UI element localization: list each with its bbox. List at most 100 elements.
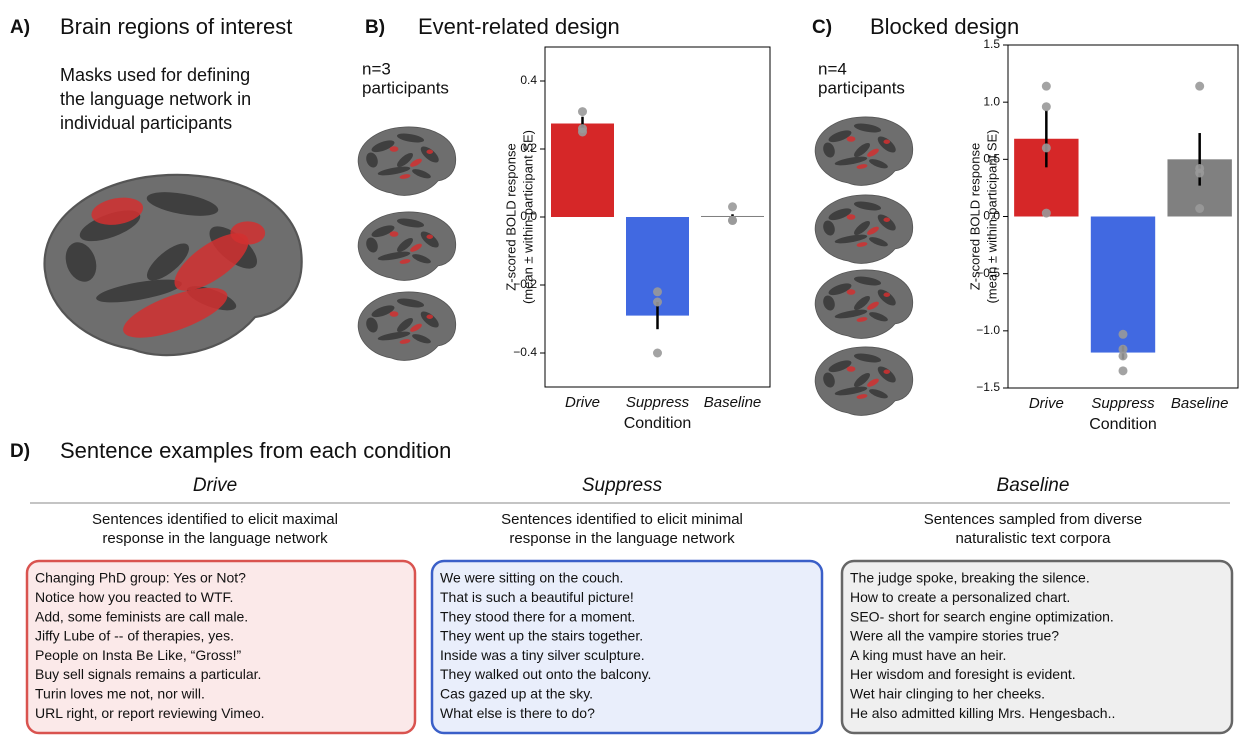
participant-point (1195, 204, 1204, 213)
caption: Masks used for defining (60, 65, 250, 85)
roi-region (847, 214, 856, 220)
participant-point (728, 202, 737, 211)
sentence: SEO- short for search engine optimizatio… (850, 608, 1114, 624)
panel-label: A) (10, 17, 30, 38)
participant-point (1042, 143, 1051, 152)
roi-region (426, 235, 433, 239)
sentence: Notice how you reacted to WTF. (35, 589, 233, 605)
sentence: They stood there for a moment. (440, 608, 635, 624)
panel-label: B) (365, 17, 385, 38)
participant-point (1119, 330, 1128, 339)
brain-image (358, 292, 456, 360)
participant-point (653, 298, 662, 307)
roi-region (847, 366, 856, 372)
participant-point (728, 216, 737, 225)
panel-title: Event-related design (418, 14, 620, 39)
roi-region (883, 140, 890, 144)
column-title: Baseline (997, 475, 1070, 496)
participant-point (653, 349, 662, 358)
participant-point (1119, 366, 1128, 375)
y-tick-label: 0.4 (520, 73, 537, 87)
sentence: URL right, or report reviewing Vimeo. (35, 705, 265, 721)
x-tick-label: Drive (1029, 395, 1064, 412)
column-description: Sentences identified to elicit minimal (501, 511, 743, 528)
sentence: Turin loves me not, nor will. (35, 686, 205, 702)
roi-region (230, 221, 265, 244)
y-axis-label: (mean ± within-participant SE) (520, 130, 535, 304)
y-tick-label: 1.0 (983, 94, 1000, 108)
sentence: Were all the vampire stories true? (850, 628, 1059, 644)
brain-image (45, 175, 302, 355)
y-tick-label: −0.4 (513, 345, 537, 359)
brain-image (358, 127, 456, 195)
sentence: They walked out onto the balcony. (440, 666, 651, 682)
x-axis-label: Condition (624, 415, 692, 432)
participant-point (653, 287, 662, 296)
column-description: Sentences sampled from diverse (924, 511, 1142, 528)
sentence: Inside was a tiny silver sculpture. (440, 647, 645, 663)
brain-image (358, 212, 456, 280)
panel-title: Blocked design (870, 14, 1019, 39)
figure: A) Brain regions of interest Masks used … (0, 0, 1243, 736)
y-axis-label: Z-scored BOLD response (967, 143, 982, 290)
brain-image (815, 270, 913, 338)
y-axis-label: (mean ± within-participant SE) (984, 129, 999, 303)
y-tick-label: 1.5 (983, 37, 1000, 51)
sentence: What else is there to do? (440, 705, 595, 721)
sentence: Her wisdom and foresight is evident. (850, 666, 1076, 682)
sentence: How to create a personalized chart. (850, 589, 1070, 605)
roi-region (390, 231, 399, 237)
participant-count: n=4 (818, 59, 847, 78)
participant-count: participants (818, 78, 905, 97)
participant-point (1119, 345, 1128, 354)
y-axis-label: Z-scored BOLD response (503, 143, 518, 290)
roi-region (390, 311, 399, 317)
panel-label: D) (10, 441, 30, 462)
sentence: People on Insta Be Like, “Gross!” (35, 647, 242, 663)
participant-point (578, 107, 587, 116)
participant-point (1042, 102, 1051, 111)
column-description: response in the language network (509, 530, 735, 547)
participant-count: n=3 (362, 59, 391, 78)
caption: individual participants (60, 113, 232, 133)
panel-title: Sentence examples from each condition (60, 438, 451, 463)
participant-point (1195, 82, 1204, 91)
roi-region (847, 136, 856, 142)
sentence: Wet hair clinging to her cheeks. (850, 686, 1045, 702)
x-tick-label: Drive (565, 394, 600, 411)
roi-region (883, 370, 890, 374)
participant-point (1042, 82, 1051, 91)
participant-count: participants (362, 78, 449, 97)
roi-region (883, 218, 890, 222)
brain-image (815, 117, 913, 185)
sentence: Jiffy Lube of -- of therapies, yes. (35, 628, 234, 644)
column-title: Suppress (582, 475, 663, 496)
x-tick-label: Baseline (1171, 395, 1229, 412)
sentence: Cas gazed up at the sky. (440, 686, 593, 702)
panel-label: C) (812, 17, 832, 38)
y-tick-label: −1.5 (976, 380, 1000, 394)
sentence: We were sitting on the couch. (440, 570, 623, 586)
column-description: naturalistic text corpora (955, 530, 1111, 547)
sentence: The judge spoke, breaking the silence. (850, 570, 1090, 586)
brain-image (815, 195, 913, 263)
sentence: A king must have an heir. (850, 647, 1006, 663)
roi-region (426, 315, 433, 319)
sentence: They went up the stairs together. (440, 628, 643, 644)
sentence: Changing PhD group: Yes or Not? (35, 570, 246, 586)
participant-point (1195, 169, 1204, 178)
participant-point (578, 128, 587, 137)
column-description: Sentences identified to elicit maximal (92, 511, 338, 528)
roi-region (847, 289, 856, 295)
sentence: He also admitted killing Mrs. Hengesbach… (850, 705, 1115, 721)
column-description: response in the language network (102, 530, 328, 547)
roi-region (390, 146, 399, 152)
x-axis-label: Condition (1089, 416, 1157, 433)
sentence: Add, some feminists are call male. (35, 608, 248, 624)
sentence: Buy sell signals remains a particular. (35, 666, 261, 682)
column-title: Drive (193, 475, 237, 496)
x-tick-label: Suppress (1091, 395, 1155, 412)
roi-region (883, 293, 890, 297)
x-tick-label: Suppress (626, 394, 690, 411)
bar (551, 124, 614, 218)
